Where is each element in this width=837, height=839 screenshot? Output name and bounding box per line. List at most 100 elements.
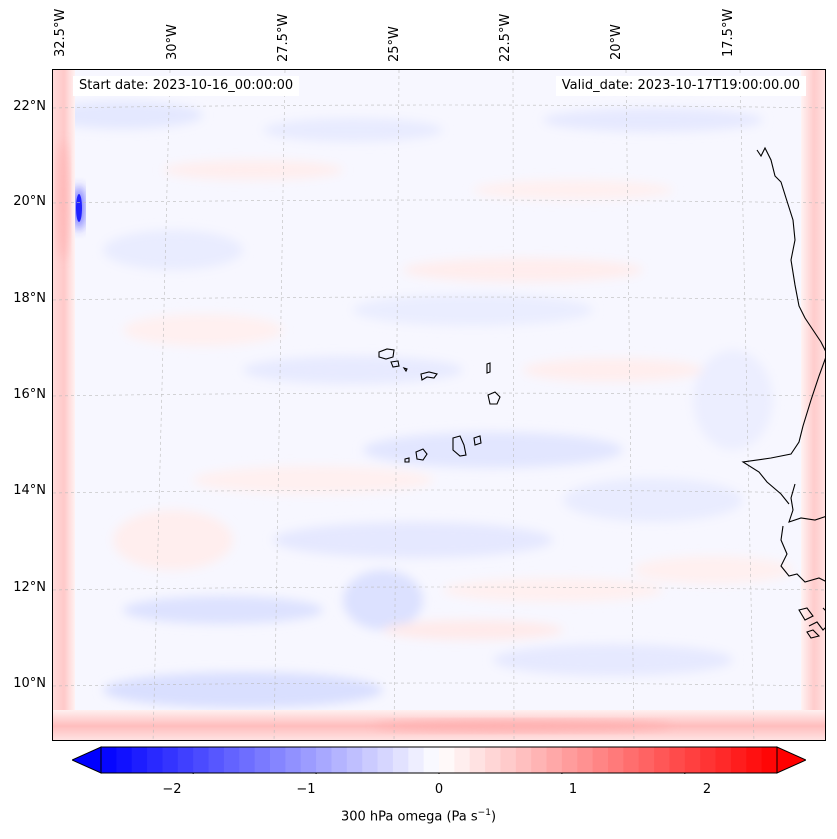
lon-label-30w: 30°W	[165, 24, 180, 60]
boundary-band-bottom-max	[373, 720, 673, 732]
boundary-band-left-max	[57, 140, 69, 260]
field-positive-patch	[473, 180, 673, 200]
colorbar-tick-label: 0	[434, 782, 444, 797]
field-negative-patch	[123, 596, 323, 624]
colorbar-title: 300 hPa omega (Pa s−1)	[0, 808, 837, 824]
colorbar-segment	[500, 747, 517, 773]
field-negative-patch	[363, 432, 623, 468]
colorbar-segments	[101, 747, 778, 773]
colorbar-segment	[654, 747, 671, 773]
meridian-17-5w	[739, 70, 755, 740]
parallel-14n	[53, 489, 825, 494]
colorbar-segment	[131, 747, 148, 773]
coastline-guinea	[806, 621, 825, 639]
field-positive-patch	[633, 556, 793, 584]
lat-label-10n: 10°N	[13, 676, 46, 691]
lat-label-22n: 22°N	[13, 99, 46, 114]
meridian-30w	[152, 70, 171, 740]
field-negative-patch	[543, 108, 763, 132]
colorbar-segment	[408, 747, 425, 773]
lon-label-20w: 20°W	[609, 24, 624, 60]
meridian-20w	[625, 70, 635, 740]
cape-verde-islands	[378, 348, 501, 463]
colorbar-segment	[362, 747, 379, 773]
colorbar-segment	[254, 747, 271, 773]
parallel-16n	[53, 392, 825, 397]
bijagos-islands	[798, 607, 825, 621]
colorbar-segment	[285, 747, 302, 773]
valid-date-label: Valid_date: 2023-10-17T19:00:00.00	[555, 76, 806, 96]
colorbar-segment	[392, 747, 409, 773]
colorbar-title-main: 300 hPa omega (Pa s	[340, 809, 478, 825]
lon-label-17-5w: 17.5°W	[721, 8, 736, 57]
parallel-12n	[53, 586, 825, 591]
colorbar-segment	[561, 747, 578, 773]
lat-label-14n: 14°N	[13, 483, 46, 498]
colorbar-tick-label: 1	[568, 782, 578, 797]
colorbar-segment	[439, 747, 455, 773]
island-sao-nicolau	[420, 371, 438, 381]
colorbar-segment	[423, 747, 440, 773]
island-fogo	[415, 448, 428, 461]
colorbar-segment	[515, 747, 532, 773]
lon-label-32-5w: 32.5°W	[53, 8, 68, 57]
field-positive-patch	[523, 358, 703, 382]
colorbar-segment	[531, 747, 548, 773]
colorbar-segment	[730, 747, 747, 773]
colorbar-segment	[592, 747, 609, 773]
colorbar-title-exponent: −1	[477, 808, 491, 818]
colorbar-high-extend	[776, 746, 806, 774]
field-negative-patch	[493, 644, 733, 676]
field-negative-patch	[273, 522, 553, 558]
colorbar-segment	[715, 747, 732, 773]
field-negative-patch	[243, 356, 463, 384]
parallel-18n	[53, 296, 825, 301]
omega-field-map	[53, 70, 825, 740]
field-negative-patch	[353, 294, 593, 326]
colorbar-segment	[546, 747, 563, 773]
lat-label-20n: 20°N	[13, 194, 46, 209]
colorbar-segment	[331, 747, 348, 773]
lon-label-22-5w: 22.5°W	[498, 13, 513, 62]
island-brava	[404, 457, 410, 463]
colorbar-segment	[623, 747, 640, 773]
field-negative-patch	[343, 570, 423, 630]
colorbar-segment	[316, 747, 333, 773]
island-santo-antao	[378, 348, 395, 360]
colorbar-segment	[162, 747, 179, 773]
coastline-mauritania	[756, 146, 825, 352]
boundary-band-right	[801, 70, 825, 740]
colorbar-segment	[669, 747, 686, 773]
lat-label-16n: 16°N	[13, 387, 46, 402]
map-panel[interactable]	[52, 69, 826, 741]
field-negative-patch	[693, 350, 773, 450]
colorbar-title-close: )	[490, 809, 497, 825]
graticule	[53, 70, 825, 740]
lat-label-18n: 18°N	[13, 291, 46, 306]
coastline-senegal-gambia	[788, 483, 825, 523]
coastline-cap-vert	[741, 357, 825, 505]
start-date-label: Start date: 2023-10-16_00:00:00	[73, 76, 300, 96]
colorbar-segment	[761, 747, 778, 773]
field-negative-patch	[563, 478, 743, 522]
colorbar-segment	[469, 747, 486, 773]
omega-field-patches	[53, 101, 793, 708]
colorbar-segment	[346, 747, 363, 773]
meridian-25w	[393, 70, 400, 740]
field-positive-patch	[163, 160, 343, 180]
colorbar-tick-label: 2	[702, 782, 712, 797]
colorbar-segment	[608, 747, 624, 773]
colorbar-segment	[147, 747, 164, 773]
parallel-10n	[53, 682, 825, 687]
field-positive-patch	[193, 466, 433, 494]
colorbar-segment	[454, 747, 471, 773]
parallel-22n	[53, 104, 825, 109]
colorbar-segment	[101, 747, 117, 773]
colorbar-segment	[223, 747, 240, 773]
field-positive-patch	[113, 510, 233, 570]
field-strong-negative-core	[76, 194, 82, 222]
colorbar	[72, 746, 806, 774]
field-negative-patch	[263, 118, 443, 142]
field-positive-patch	[403, 258, 643, 282]
lat-label-12n: 12°N	[13, 580, 46, 595]
